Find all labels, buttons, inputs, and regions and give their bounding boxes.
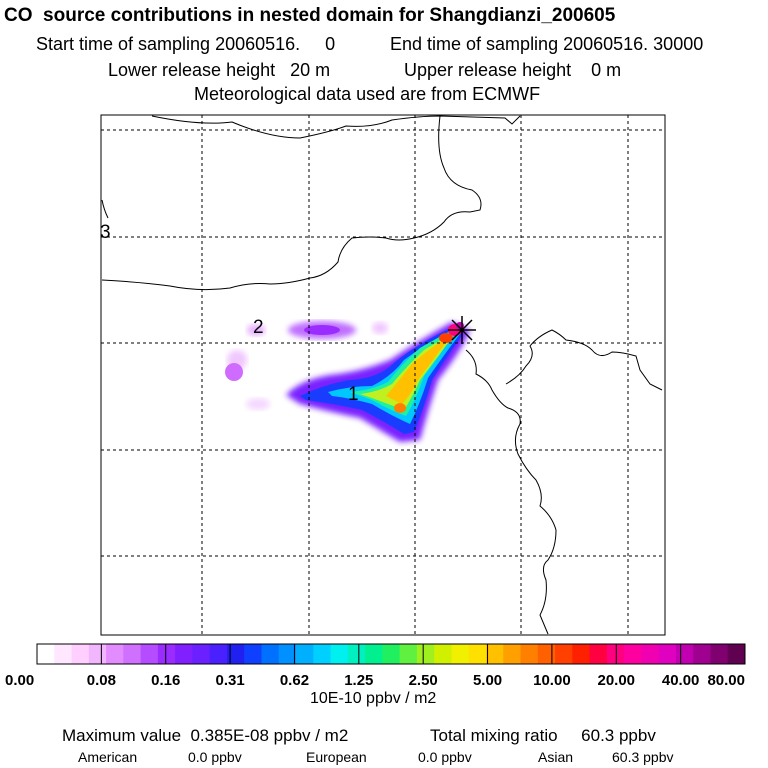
colorbar-tick-label: 2.50 — [409, 672, 438, 689]
colorbar-swatch — [106, 644, 124, 664]
grid-label-1: 1 — [348, 384, 359, 405]
colorbar-tick-label: 0.00 — [5, 672, 34, 689]
total-mixing-ratio: Total mixing ratio 60.3 ppbv — [430, 726, 656, 745]
colorbar-swatch — [330, 644, 349, 664]
colorbar-swatch — [382, 644, 401, 664]
colorbar-ticks: 0.00 0.08 0.16 0.31 0.62 1.25 2.50 5.00 10.00 20.… — [5, 644, 746, 689]
european-label: European — [306, 749, 367, 765]
colorbar-swatch — [624, 644, 642, 664]
colorbar-swatch — [37, 644, 55, 664]
max-value: Maximum value 0.385E-08 ppbv / m2 — [62, 726, 349, 745]
colorbar-swatch — [606, 644, 625, 664]
colorbar-swatch — [485, 644, 504, 664]
map-frame — [100, 114, 666, 636]
colorbar-swatch — [278, 644, 297, 664]
colorbar-swatch — [693, 644, 711, 664]
map-borders — [101, 115, 663, 635]
colorbar-tick-label: 1.25 — [344, 672, 373, 689]
colorbar-swatch — [434, 644, 452, 664]
colorbar-tick-label: 5.00 — [473, 672, 502, 689]
colorbar-tick-label: 0.31 — [215, 672, 244, 689]
colorbar-swatch — [365, 644, 383, 664]
colorbar-swatch — [347, 644, 366, 664]
colorbar-swatch — [468, 644, 487, 664]
colorbar-swatch — [537, 644, 556, 664]
colorbar-swatch — [520, 644, 539, 664]
colorbar-swatch — [313, 644, 332, 664]
colorbar-swatch — [589, 644, 608, 664]
american-value: 0.0 ppbv — [188, 749, 242, 765]
colorbar-swatch — [88, 644, 107, 664]
lower-release-height: Lower release height 20 m — [108, 60, 331, 80]
asian-label: Asian — [538, 749, 574, 765]
colorbar-swatch — [503, 644, 522, 664]
asian-value: 60.3 ppbv — [612, 749, 674, 765]
colorbar-swatch — [209, 644, 228, 664]
colorbar-swatch — [54, 644, 73, 664]
american-label: American — [78, 749, 138, 765]
sampling-start: Start time of sampling 20060516. 0 — [36, 34, 336, 54]
colorbar-swatch — [261, 644, 280, 664]
colorbar-swatch — [572, 644, 591, 664]
colorbar-swatch — [226, 644, 245, 664]
colorbar-swatch — [555, 644, 573, 664]
chart-title: CO source contributions in nested domain… — [4, 5, 616, 26]
colorbar-swatch — [727, 644, 746, 664]
colorbar-swatch — [192, 644, 211, 664]
colorbar — [36, 643, 746, 665]
colorbar-swatch — [451, 644, 470, 664]
colorbar-swatch — [123, 644, 142, 664]
colorbar-tick-label: 20.00 — [597, 672, 635, 689]
colorbar-swatch — [710, 644, 729, 664]
colorbar-swatch — [296, 644, 314, 664]
colorbar-swatch — [71, 644, 90, 664]
european-value: 0.0 ppbv — [418, 749, 472, 765]
colorbar-swatch — [675, 644, 694, 664]
colorbar-tick-label: 40.00 — [662, 672, 700, 689]
grid-label-3: 3 — [100, 222, 111, 243]
colorbar-swatch — [641, 644, 660, 664]
grid-label-2: 2 — [253, 317, 264, 338]
colorbar-tick-label: 0.62 — [280, 672, 309, 689]
colorbar-swatch — [157, 644, 176, 664]
colorbar-tick-label: 10.00 — [533, 672, 571, 689]
colorbar-swatch — [416, 644, 435, 664]
colorbar-swatch — [175, 644, 193, 664]
colorbar-swatch — [244, 644, 262, 664]
colorbar-swatch — [658, 644, 677, 664]
colorbar-tick-label: 80.00 — [707, 672, 745, 689]
colorbar-swatch — [399, 644, 418, 664]
colorbar-tick-label: 0.16 — [151, 672, 180, 689]
met-data-note: Meteorological data used are from ECMWF — [194, 84, 541, 104]
sampling-end: End time of sampling 20060516. 30000 — [390, 34, 704, 54]
plume-field — [225, 321, 470, 442]
upper-release-height: Upper release height 0 m — [404, 60, 622, 80]
receptor-star-icon — [448, 316, 476, 344]
map-grid — [101, 115, 665, 635]
colorbar-tick-label: 0.08 — [87, 672, 116, 689]
colorbar-swatch — [140, 644, 159, 664]
colorbar-unit: 10E-10 ppbv / m2 — [310, 690, 437, 707]
